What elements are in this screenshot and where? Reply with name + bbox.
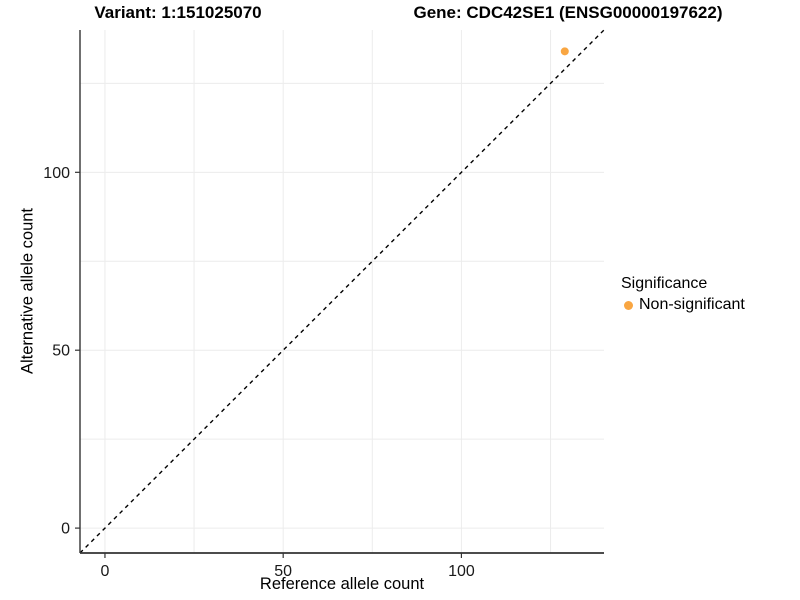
y-tick-label: 100 — [43, 165, 70, 182]
legend-item-label: Non-significant — [639, 296, 745, 313]
data-point — [560, 47, 569, 56]
x-tick-label: 100 — [448, 563, 475, 580]
legend: Significance Non-significant — [621, 275, 745, 314]
legend-title: Significance — [621, 275, 708, 292]
variant-title: Variant: 1:151025070 — [94, 3, 262, 22]
identity-line — [79, 29, 605, 554]
legend-item: Non-significant — [621, 296, 745, 314]
x-axis-title: Reference allele count — [259, 575, 425, 593]
gene-title: Gene: CDC42SE1 (ENSG00000197622) — [413, 3, 723, 22]
y-tick-label: 50 — [52, 343, 70, 360]
x-tick-label: 0 — [100, 563, 109, 580]
legend-point-icon — [624, 300, 633, 310]
y-axis-title: Alternative allele count — [18, 207, 37, 375]
y-tick-label: 0 — [61, 521, 70, 538]
x-tick-label: 50 — [274, 563, 292, 580]
